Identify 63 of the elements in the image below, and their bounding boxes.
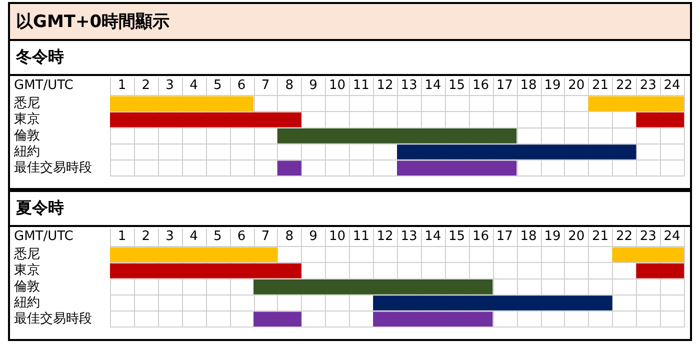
- y-tick-label: 紐約: [13, 144, 40, 160]
- x-tick-label: 14: [424, 229, 442, 244]
- x-tick-label: 20: [568, 78, 585, 94]
- x-tick-label: 22: [616, 78, 632, 94]
- x-tick-label: 5: [213, 78, 222, 94]
- x-tick-label: 22: [616, 229, 632, 244]
- x-tick-label: 19: [544, 78, 561, 94]
- x-tick-label: 7: [261, 78, 270, 94]
- x-tick-label: 10: [328, 78, 346, 94]
- y-tick-label: 倫敦: [13, 128, 40, 144]
- x-tick-label: 18: [520, 229, 537, 244]
- x-tick-label: 5: [213, 229, 222, 244]
- x-tick-label: 23: [640, 78, 656, 94]
- x-tick-label: 11: [352, 229, 370, 244]
- x-tick-label: 15: [448, 78, 466, 94]
- x-tick-label: 23: [640, 229, 656, 244]
- x-tick-label: 3: [166, 78, 174, 94]
- y-tick-label: 倫敦: [13, 279, 40, 294]
- chart-title: 以GMT+0時間顯示: [8, 2, 692, 41]
- x-tick-label: 9: [309, 78, 318, 94]
- x-tick-label: 1: [118, 229, 126, 244]
- x-tick-label: 4: [190, 229, 198, 244]
- x-tick-label: 24: [664, 229, 680, 244]
- x-tick-label: 7: [261, 229, 270, 244]
- x-tick-label: 6: [237, 78, 246, 94]
- x-tick-label: 24: [664, 78, 680, 94]
- x-tick-label: 12: [376, 78, 394, 94]
- y-tick-label: 紐約: [13, 295, 40, 310]
- x-tick-label: 3: [166, 229, 174, 244]
- x-tick-label: 17: [496, 229, 513, 244]
- x-tick-label: 12: [376, 229, 394, 244]
- x-tick-label: 18: [520, 78, 537, 94]
- x-tick-label: 4: [190, 78, 198, 94]
- x-axis-title: GMT/UTC: [14, 228, 74, 244]
- x-tick-label: 20: [568, 229, 585, 244]
- y-tick-label: 最佳交易時段: [14, 160, 92, 176]
- x-tick-label: 2: [142, 229, 150, 244]
- y-tick-label: 悉尼: [13, 96, 40, 112]
- x-tick-label: 8: [285, 78, 294, 94]
- x-tick-label: 19: [544, 229, 561, 244]
- x-tick-label: 14: [424, 78, 442, 94]
- x-tick-label: 16: [472, 229, 489, 244]
- y-tick-label: 最佳交易時段: [14, 310, 92, 327]
- y-tick-label: 東京: [14, 112, 40, 128]
- x-tick-label: 21: [592, 78, 609, 94]
- x-tick-label: 13: [400, 78, 418, 94]
- y-tick-label: 悉尼: [13, 247, 40, 262]
- x-tick-label: 17: [496, 78, 513, 94]
- x-tick-label: 13: [400, 229, 418, 244]
- x-axis-title: GMT/UTC: [14, 78, 74, 93]
- x-tick-label: 15: [448, 229, 466, 244]
- y-tick-label: 東京: [14, 263, 40, 278]
- x-tick-label: 16: [472, 78, 489, 94]
- x-tick-label: 1: [118, 78, 126, 94]
- x-tick-label: 6: [237, 229, 246, 244]
- x-tick-label: 21: [592, 229, 609, 244]
- x-tick-label: 2: [142, 78, 150, 94]
- chart-title: 夏令時: [10, 192, 690, 227]
- chart-subtitle: 冬令時: [10, 41, 690, 76]
- x-tick-label: 10: [328, 229, 346, 244]
- x-tick-label: 11: [352, 78, 370, 94]
- x-tick-label: 8: [285, 229, 294, 244]
- x-tick-label: 9: [309, 229, 318, 244]
